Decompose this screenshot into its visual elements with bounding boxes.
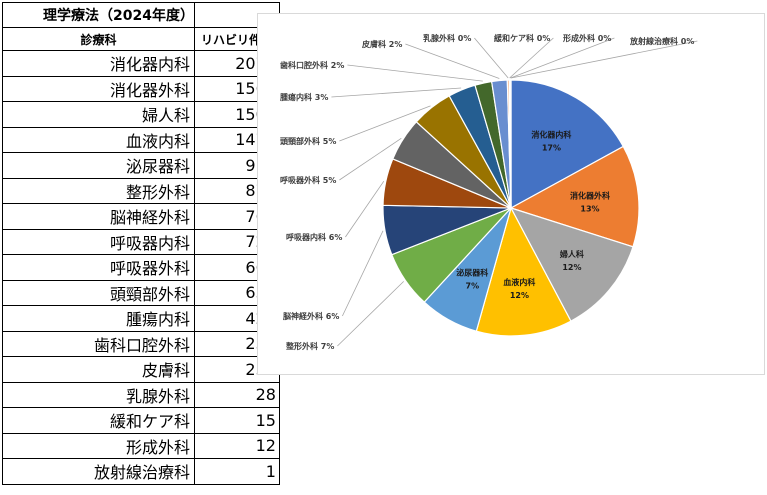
header-department: 診療科 (2, 27, 195, 51)
department-cell: 呼吸器内科 (2, 228, 195, 255)
department-cell: 婦人科 (2, 101, 195, 128)
leader-line (342, 230, 384, 317)
department-cell: 整形外科 (2, 177, 195, 204)
slice-label: 消化器外科 (570, 190, 610, 200)
count-cell: 12 (193, 432, 280, 459)
slice-label: 血液内科 (503, 277, 535, 287)
table-row: 整形外科877 (2, 177, 280, 204)
leader-line (474, 37, 509, 79)
slice-label: 泌尿器科 (456, 267, 488, 277)
data-table-container: 理学療法（2024年度） 診療科 リハビリ件数 消化器内科 2071 消化器外科 15… (2, 2, 280, 485)
slice-label: 婦人科 (559, 249, 584, 259)
leader-line (509, 37, 554, 79)
slice-percent: 7% (466, 281, 480, 290)
table-row: 頭頸部外科637 (2, 279, 280, 306)
slice-label: 消化器内科 (531, 130, 571, 140)
slice-label: 呼吸器内科 6% (286, 232, 342, 242)
table-title-row: 理学療法（2024年度） (2, 2, 280, 28)
slice-label: 呼吸器外科 5% (280, 175, 336, 185)
pie-chart: 消化器内科 17% 消化器外科 13% 婦人科 12% 血液内科 12% 泌尿器科 7% 整形外科 … (280, 33, 698, 351)
slice-label: 腫瘍内科 3% (280, 92, 328, 102)
slice-label: 整形外科 7% (285, 341, 334, 351)
table-row: 婦人科 1502 (2, 101, 280, 128)
slice-label: 皮膚科 2% (361, 39, 402, 49)
table-row: 脳神経外科763 (2, 203, 280, 230)
department-cell: 皮膚科 (2, 356, 195, 383)
slice-label: 頭頸部外科 5% (280, 136, 336, 146)
count-cell: 28 (193, 381, 280, 408)
leader-line (345, 180, 385, 238)
table-row: 乳腺外科 28 (2, 381, 280, 408)
pie-slice (509, 145, 640, 248)
slice-label: 脳神経外科 6% (282, 311, 339, 321)
department-cell: 緩和ケア科 (2, 407, 195, 434)
department-cell: 消化器外科 (2, 75, 195, 102)
table-row: 呼吸器内科722 (2, 228, 280, 255)
leader-line (337, 281, 404, 347)
leader-line (405, 43, 500, 79)
table-header-row: 診療科 リハビリ件数 (2, 27, 280, 51)
slice-percent: 13% (580, 204, 599, 213)
slice-label: 乳腺外科 0% (423, 33, 471, 43)
table-row: 呼吸器外科667 (2, 254, 280, 281)
table-row: 消化器外科 1567 (2, 75, 280, 102)
slice-label: 放射線治療科 0% (629, 36, 694, 46)
slice-label: 形成外科 0% (563, 33, 611, 43)
table-row: 泌尿器科911 (2, 152, 280, 179)
table-row: 腫瘍内科423 (2, 305, 280, 332)
slice-percent: 17% (542, 144, 561, 153)
table-row: 緩和ケア科 15 (2, 407, 280, 434)
leader-line (339, 137, 402, 181)
department-cell: 歯科口腔外科 (2, 330, 195, 357)
count-cell: 1 (193, 458, 280, 485)
department-cell: 乳腺外科 (2, 381, 195, 408)
leader-line (347, 64, 483, 82)
table-row: 放射線治療科 1 (2, 458, 280, 485)
pie-slice (510, 79, 625, 210)
table-title: 理学療法（2024年度） (2, 2, 195, 28)
department-cell: 形成外科 (2, 432, 195, 459)
table-row: 血液内科 1474 (2, 126, 280, 153)
slice-percent: 12% (510, 291, 529, 300)
department-cell: 脳神経外科 (2, 203, 195, 230)
department-cell: 泌尿器科 (2, 152, 195, 179)
department-cell: 頭頸部外科 (2, 279, 195, 306)
slice-percent: 12% (562, 263, 581, 272)
data-table: 理学療法（2024年度） 診療科 リハビリ件数 消化器内科 2071 消化器外科 15… (2, 2, 280, 485)
department-cell: 放射線治療科 (2, 458, 195, 485)
leader-line (331, 87, 462, 98)
slice-label: 歯科口腔外科 2% (280, 60, 344, 70)
table-row: 形成外科 12 (2, 432, 280, 459)
leader-line (510, 37, 615, 79)
department-cell: 消化器内科 (2, 50, 195, 77)
pie-slice (475, 206, 572, 337)
pie-slice (509, 206, 634, 322)
leader-line (510, 40, 698, 79)
slice-label: 緩和ケア科 0% (494, 33, 550, 43)
table-row: 皮膚科238 (2, 356, 280, 383)
leader-line (339, 105, 431, 142)
department-cell: 呼吸器外科 (2, 254, 195, 281)
table-row: 消化器内科 2071 (2, 50, 280, 77)
department-cell: 腫瘍内科 (2, 305, 195, 332)
department-cell: 血液内科 (2, 126, 195, 153)
pie-chart-area: 消化器内科 17% 消化器外科 13% 婦人科 12% 血液内科 12% 泌尿器科 7% 整形外科 … (257, 13, 765, 375)
table-row: 歯科口腔外科258 (2, 330, 280, 357)
count-cell: 15 (193, 407, 280, 434)
